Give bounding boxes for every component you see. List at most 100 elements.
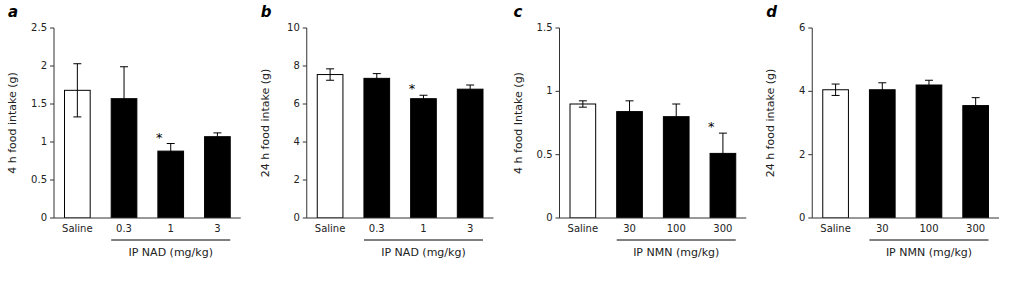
bar (617, 112, 643, 218)
y-axis-label: 4 h food Intake (g) (512, 72, 525, 174)
y-tick (50, 28, 54, 29)
significance-marker: * (156, 130, 163, 145)
x-axis-label: IP NAD (mg/kg) (129, 246, 213, 259)
x-tick-label: 100 (667, 223, 686, 234)
y-tick (808, 218, 812, 219)
x-axis (812, 218, 999, 219)
x-tick-label: 0.3 (369, 223, 385, 234)
y-tick-label: 1.5 (31, 98, 47, 109)
y-tick (303, 28, 307, 29)
bar (663, 117, 689, 218)
y-tick-label: 2 (799, 149, 805, 160)
y-tick (303, 66, 307, 67)
error-bar (120, 67, 128, 131)
y-tick-label: 8 (293, 60, 299, 71)
y-tick-label: 10 (287, 22, 300, 33)
error-bar (579, 101, 587, 107)
x-axis-label: IP NAD (mg/kg) (381, 246, 465, 259)
bracket (364, 240, 483, 241)
bracket (617, 240, 736, 241)
y-tick (808, 91, 812, 92)
y-axis (559, 28, 560, 218)
error-bar (925, 80, 933, 90)
x-tick-label: 0.3 (116, 223, 132, 234)
y-tick (303, 104, 307, 105)
bar (205, 137, 231, 218)
y-axis-label: 24 h food intake (g) (259, 69, 272, 178)
panel-label: c (514, 3, 523, 21)
y-tick (556, 154, 560, 155)
bar (869, 90, 895, 218)
y-tick (303, 180, 307, 181)
y-axis (812, 28, 813, 218)
panel: 0 2 4 6 24 h food intake (g) Saline 30 100 300 IP… (764, 3, 999, 259)
y-tick (556, 218, 560, 219)
y-tick-label: 1 (41, 136, 47, 147)
y-tick (303, 218, 307, 219)
x-axis (54, 218, 241, 219)
y-tick (808, 154, 812, 155)
x-tick-label: 30 (876, 223, 889, 234)
y-tick-label: 6 (293, 98, 299, 109)
x-axis (307, 218, 494, 219)
panel: 024681024 h food intake (g)Saline0.313IP… (259, 3, 494, 259)
y-tick-label: 6 (799, 22, 805, 33)
x-tick-label: Saline (568, 223, 599, 234)
x-tick-label: Saline (820, 223, 851, 234)
y-tick-label: 4 (293, 136, 299, 147)
error-bar (466, 85, 474, 93)
x-axis-label: IP NMN (mg/kg) (633, 246, 719, 259)
x-tick-label: 3 (467, 223, 473, 234)
error-bar (326, 69, 334, 80)
panel: 00.511.54 h food Intake (g)Saline3010030… (512, 3, 747, 259)
y-tick-label: 0.5 (537, 149, 553, 160)
y-tick (50, 142, 54, 143)
bars (570, 101, 736, 218)
bar (570, 104, 596, 218)
y-tick (303, 142, 307, 143)
x-tick-label: 3 (214, 223, 220, 234)
bracket (111, 240, 230, 241)
error-bar (167, 144, 175, 159)
y-tick-label: 2.5 (31, 22, 47, 33)
x-tick-label: 300 (713, 223, 732, 234)
x-tick-label: 1 (420, 223, 426, 234)
x-tick-label: 100 (919, 223, 938, 234)
y-tick-label: 0.5 (31, 174, 47, 185)
y-tick-label: 4 (799, 85, 805, 96)
error-bar (419, 95, 427, 102)
x-tick-label: Saline (62, 223, 93, 234)
bar (457, 89, 483, 218)
x-tick-label: 300 (966, 223, 985, 234)
error-bar (719, 133, 727, 174)
y-tick (50, 104, 54, 105)
error-bar (878, 83, 886, 97)
figure: 00.511.522.54 h food intake (g)Saline0.3… (0, 0, 1011, 288)
error-bar (832, 84, 840, 95)
bars (65, 64, 231, 218)
bar (317, 75, 343, 218)
y-tick (808, 28, 812, 29)
bar (916, 85, 942, 218)
y-tick-label: 2 (293, 174, 299, 185)
panel-label: b (261, 3, 272, 21)
bar (158, 151, 184, 218)
y-tick-label: 0 (799, 212, 805, 223)
error-bar (373, 74, 381, 84)
y-tick (50, 218, 54, 219)
x-axis-label: IP NMN (mg/kg) (886, 246, 972, 259)
y-tick-label: 0 (41, 212, 47, 223)
x-tick-label: 30 (623, 223, 636, 234)
y-tick (556, 28, 560, 29)
error-bar (672, 104, 680, 129)
y-tick-label: 0 (546, 212, 552, 223)
significance-marker: * (708, 119, 715, 134)
y-axis-label: 24 h food intake (g) (764, 69, 777, 178)
bar (963, 106, 989, 218)
y-tick (556, 91, 560, 92)
error-bar (972, 98, 980, 114)
bar (823, 90, 849, 218)
x-tick-label: 1 (168, 223, 174, 234)
significance-marker: * (409, 81, 416, 96)
error-bar (626, 101, 634, 123)
